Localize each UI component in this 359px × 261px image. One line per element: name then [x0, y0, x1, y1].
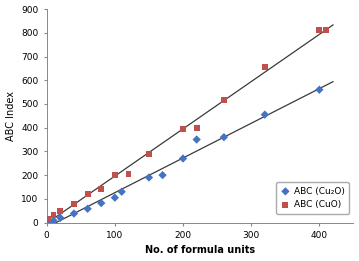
- ABC (CuO): [262, 65, 268, 69]
- ABC (CuO): [317, 28, 322, 32]
- ABC (Cu₂O): [221, 135, 227, 139]
- ABC (CuO): [112, 173, 118, 177]
- ABC (Cu₂O): [45, 220, 51, 224]
- ABC (Cu₂O): [51, 218, 56, 223]
- ABC (CuO): [57, 209, 63, 213]
- ABC (CuO): [146, 152, 152, 156]
- ABC (Cu₂O): [85, 207, 90, 211]
- ABC (Cu₂O): [98, 201, 104, 205]
- ABC (CuO): [45, 217, 51, 221]
- ABC (Cu₂O): [71, 211, 77, 216]
- ABC (CuO): [323, 28, 329, 32]
- ABC (Cu₂O): [146, 175, 152, 180]
- ABC (Cu₂O): [119, 190, 125, 194]
- Y-axis label: ABC Index: ABC Index: [5, 91, 15, 141]
- ABC (CuO): [194, 126, 200, 130]
- ABC (CuO): [51, 213, 56, 217]
- ABC (Cu₂O): [262, 112, 268, 117]
- ABC (CuO): [98, 187, 104, 191]
- ABC (Cu₂O): [112, 195, 118, 200]
- ABC (CuO): [71, 201, 77, 206]
- ABC (Cu₂O): [194, 138, 200, 142]
- ABC (CuO): [221, 98, 227, 103]
- ABC (CuO): [126, 172, 131, 176]
- ABC (Cu₂O): [160, 173, 165, 177]
- ABC (Cu₂O): [317, 88, 322, 92]
- Legend: ABC (Cu₂O), ABC (CuO): ABC (Cu₂O), ABC (CuO): [276, 182, 349, 214]
- ABC (CuO): [85, 192, 90, 196]
- ABC (Cu₂O): [180, 156, 186, 161]
- X-axis label: No. of formula units: No. of formula units: [145, 245, 255, 256]
- ABC (CuO): [180, 127, 186, 131]
- ABC (Cu₂O): [57, 216, 63, 220]
